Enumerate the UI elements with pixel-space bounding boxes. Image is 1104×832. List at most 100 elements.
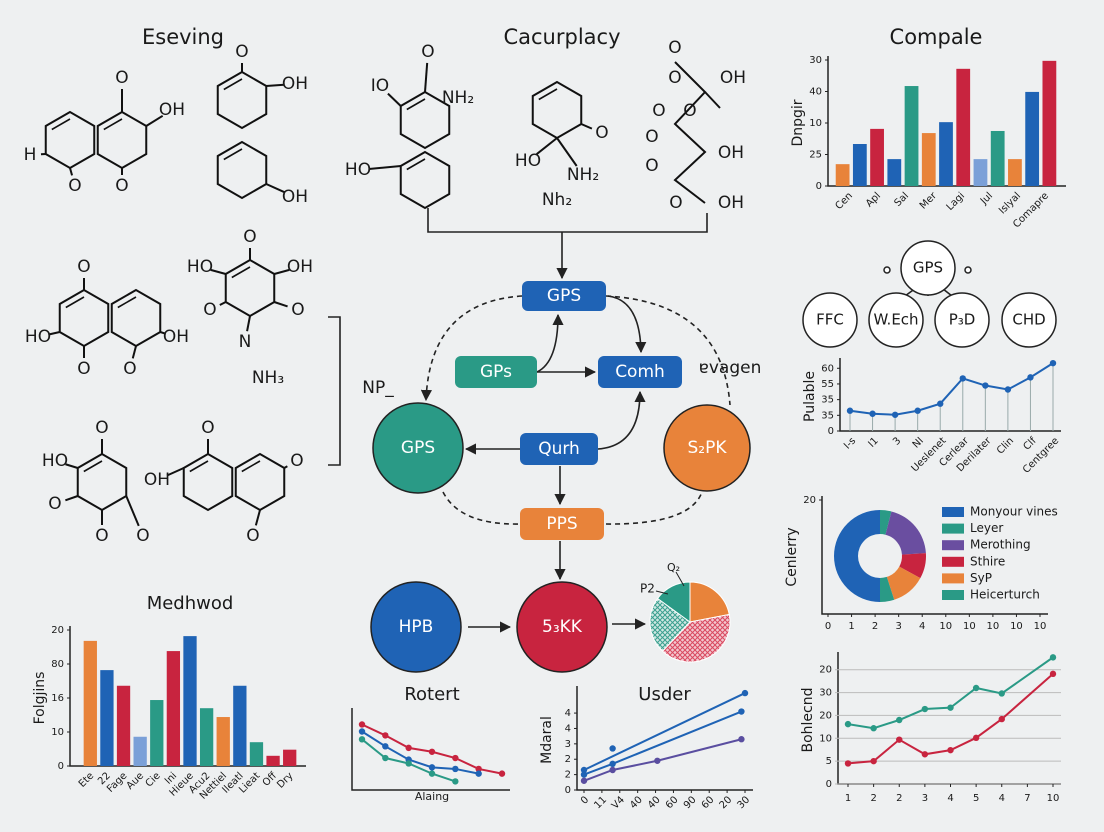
y-tick-label: 0: [816, 181, 822, 192]
legend-swatch: [942, 540, 964, 551]
point: [475, 765, 482, 773]
atom-label: HO: [345, 160, 371, 180]
point: [741, 689, 749, 697]
y-tick-label: 4: [565, 723, 571, 734]
x-tick-label: 0: [825, 621, 831, 632]
y-tick-label: 80: [51, 659, 64, 670]
y-axis-label: Dnpgir: [790, 99, 806, 146]
y-tick-label: 20: [819, 665, 832, 676]
point: [382, 754, 389, 762]
point: [959, 375, 966, 382]
x-tick-label: 60: [700, 794, 717, 811]
bar: [283, 749, 297, 766]
point: [498, 770, 506, 777]
x-tick-label: NI: [911, 435, 926, 450]
ring: [234, 452, 286, 512]
network-label: CHD: [1012, 311, 1045, 329]
legend-swatch: [942, 523, 964, 534]
point: [998, 715, 1005, 723]
atom-label: HO: [25, 327, 51, 347]
axis: [839, 358, 1061, 432]
flow-circle: [663, 404, 751, 492]
bar: [100, 670, 114, 766]
bond: [387, 92, 402, 107]
point: [1027, 374, 1034, 381]
bar: [973, 159, 988, 186]
point: [428, 748, 436, 755]
x-tick-label: 3: [922, 793, 928, 804]
ring: [224, 258, 276, 318]
point: [654, 757, 661, 764]
section-title: Compale: [890, 25, 983, 49]
series-line: [847, 656, 1054, 730]
bar: [150, 700, 164, 766]
bar: [183, 636, 197, 766]
x-tick-label: Cie: [144, 770, 163, 789]
point: [358, 721, 366, 728]
bond: [556, 137, 578, 167]
bar: [116, 685, 131, 766]
flow-circle: [370, 581, 462, 673]
point: [452, 765, 459, 773]
series-line: [361, 730, 479, 775]
legend-swatch: [942, 590, 964, 600]
atom-label: OH: [720, 68, 746, 88]
bond: [273, 268, 290, 275]
ring: [58, 288, 110, 348]
atom-label: HO: [187, 257, 213, 277]
y-tick-label: 10: [809, 118, 822, 129]
legend-label: SyP: [970, 571, 992, 585]
section-title: Cacurplacy: [503, 25, 620, 49]
bond: [65, 495, 79, 502]
point: [580, 777, 588, 784]
y-tick-label: 0: [826, 779, 832, 790]
legend-label: Heicerturch: [970, 588, 1040, 602]
ring: [182, 452, 234, 512]
bar: [249, 742, 264, 766]
pie-slice: [689, 581, 730, 623]
x-tick-label: Dry: [275, 770, 295, 790]
y-tick-label: 20: [803, 495, 816, 506]
donut-slice: [834, 510, 880, 602]
series-line: [849, 362, 1054, 416]
point: [947, 704, 954, 711]
x-tick-label: 2: [896, 793, 902, 804]
bond: [48, 331, 60, 336]
point: [405, 760, 412, 767]
point: [1049, 654, 1057, 661]
y-tick-label: 25: [809, 150, 822, 161]
bond: [159, 331, 166, 335]
point: [405, 744, 412, 752]
point: [738, 708, 745, 715]
ring: [44, 110, 96, 170]
node-label: Qurh: [538, 439, 580, 459]
x-tick-label: 3: [895, 621, 901, 632]
bond: [368, 165, 401, 170]
atom-label: OH: [282, 74, 308, 94]
point: [1049, 359, 1057, 367]
y-axis-label: Pulable: [802, 371, 818, 422]
point: [937, 400, 944, 407]
y-tick-label: 30: [819, 688, 832, 699]
y-tick-label: 0: [828, 426, 834, 437]
ring-inner: [51, 118, 71, 131]
x-tick-label: I1: [866, 435, 880, 449]
bond: [166, 467, 185, 477]
bar: [1025, 91, 1040, 186]
ring-inner: [241, 460, 261, 473]
network-label: W.Ech: [873, 311, 918, 329]
atom-label: OH: [282, 187, 308, 207]
x-tick-label: 4: [919, 621, 925, 632]
ring: [531, 80, 583, 140]
x-tick-label: 90: [682, 794, 699, 811]
y-tick-label: 2: [565, 770, 571, 781]
x-tick-label: Cen: [833, 190, 855, 212]
x-tick-label: I-s: [842, 435, 858, 451]
point: [869, 410, 876, 417]
atom-label: O: [95, 418, 108, 438]
atom-label: O: [421, 42, 434, 62]
atom-label: O: [115, 68, 128, 88]
y-tick-label: 0: [58, 761, 64, 772]
axis: [351, 708, 510, 791]
pie-slice: [656, 581, 691, 623]
